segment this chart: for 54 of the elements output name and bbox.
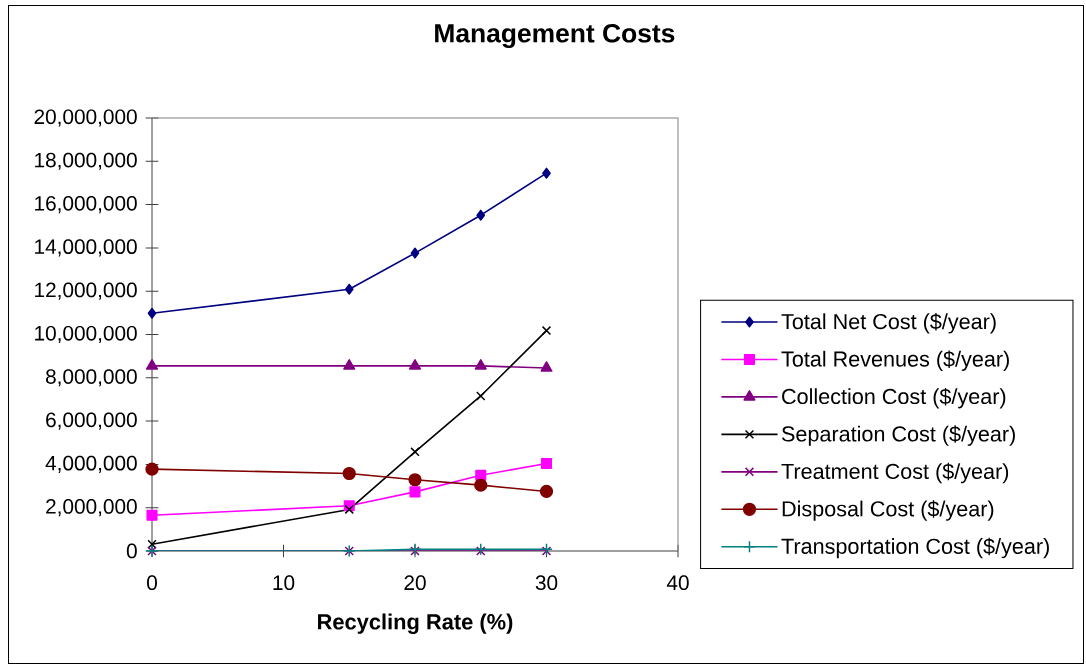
- point: [344, 283, 354, 295]
- y-tick-label: 10,000,000: [35, 325, 137, 344]
- point: [540, 361, 553, 372]
- point: [410, 447, 420, 457]
- y-tick-label: 4,000,000: [45, 455, 137, 473]
- y-tick-label: 16,000,000: [35, 195, 137, 214]
- x-tick-label: 20: [404, 575, 426, 591]
- point: [342, 466, 356, 481]
- point: [541, 546, 552, 556]
- point: [410, 546, 420, 556]
- point: [539, 484, 554, 499]
- x-tick-label: 0: [147, 575, 157, 591]
- point: [147, 539, 157, 549]
- point: [410, 247, 420, 259]
- y-tick-label: 20,000,000: [34, 109, 137, 127]
- y-tick-label: 18,000,000: [35, 152, 137, 170]
- point: [540, 457, 553, 470]
- point: [474, 359, 487, 370]
- legend-label: Treatment Cost ($/year): [781, 462, 1009, 484]
- chart-title: Management Costs: [435, 23, 675, 48]
- point: [147, 307, 157, 319]
- point: [408, 359, 422, 370]
- y-tick-label: 6,000,000: [46, 412, 137, 430]
- point: [476, 546, 486, 556]
- x-tick-label: 40: [666, 575, 689, 591]
- y-tick-label: 8,000,000: [45, 369, 137, 387]
- y-tick-label: 2,000,000: [46, 499, 137, 517]
- point: [474, 542, 488, 556]
- point: [408, 542, 422, 556]
- y-tick-label: 14,000,000: [35, 239, 137, 257]
- y-tick-label: 12,000,000: [35, 282, 137, 300]
- point: [409, 486, 421, 498]
- x-tick-label: 30: [535, 575, 558, 591]
- point: [145, 359, 159, 370]
- y-tick-label: 0: [126, 543, 137, 559]
- point: [408, 473, 422, 487]
- legend-label: Transportation Cost ($/year): [781, 537, 1049, 559]
- point: [145, 462, 159, 476]
- legend-label: Separation Cost ($/year): [781, 425, 1015, 446]
- point: [541, 325, 552, 336]
- legend-label: Collection Cost ($/year): [782, 387, 1006, 409]
- point: [474, 478, 488, 492]
- legend-label: Disposal Cost ($/year): [782, 500, 994, 521]
- point: [476, 391, 486, 401]
- point: [540, 542, 553, 556]
- legend-label: Total Net Cost ($/year): [781, 313, 996, 334]
- legend-label: Total Revenues ($/year): [781, 350, 1009, 371]
- point: [146, 509, 158, 521]
- point: [343, 359, 356, 370]
- x-axis-title: Recycling Rate (%): [318, 613, 513, 634]
- point: [542, 167, 551, 179]
- point: [476, 209, 486, 221]
- x-tick-label: 10: [273, 575, 295, 591]
- point: [344, 504, 354, 515]
